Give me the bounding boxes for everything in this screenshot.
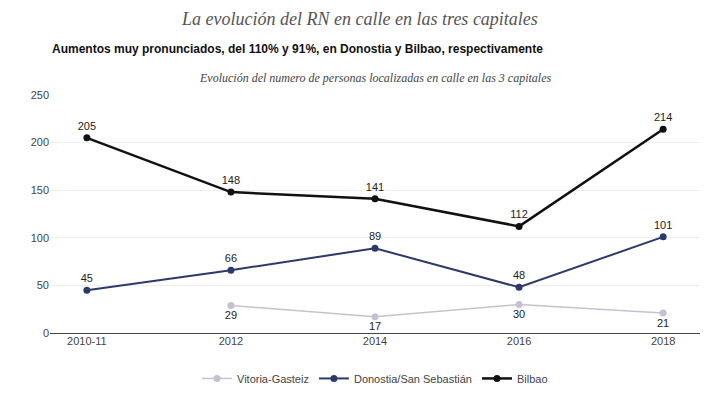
- svg-text:Aumentos muy pronunciados, del: Aumentos muy pronunciados, del 110% y 91…: [52, 42, 543, 56]
- svg-text:Bilbao: Bilbao: [517, 373, 548, 385]
- svg-text:Donostia/San Sebastián: Donostia/San Sebastián: [354, 373, 472, 385]
- svg-text:17: 17: [369, 320, 381, 332]
- svg-text:50: 50: [37, 279, 49, 291]
- svg-text:Vitoria-Gasteiz: Vitoria-Gasteiz: [237, 373, 309, 385]
- svg-text:21: 21: [657, 317, 669, 329]
- svg-text:0: 0: [43, 327, 49, 339]
- svg-text:2014: 2014: [363, 335, 387, 347]
- svg-text:148: 148: [222, 174, 240, 186]
- svg-text:112: 112: [510, 208, 528, 220]
- svg-text:200: 200: [31, 136, 49, 148]
- svg-text:2016: 2016: [507, 335, 531, 347]
- svg-text:101: 101: [654, 219, 672, 231]
- svg-text:66: 66: [225, 252, 237, 264]
- svg-text:205: 205: [78, 120, 96, 132]
- svg-text:100: 100: [31, 232, 49, 244]
- svg-text:La evolución del RN en calle e: La evolución del RN en calle en las tres…: [181, 9, 538, 29]
- svg-text:2012: 2012: [219, 335, 243, 347]
- svg-text:2010-11: 2010-11: [67, 335, 107, 347]
- svg-text:30: 30: [513, 308, 525, 320]
- svg-text:45: 45: [81, 272, 93, 284]
- svg-text:48: 48: [513, 269, 525, 281]
- svg-text:89: 89: [369, 230, 381, 242]
- svg-text:29: 29: [225, 309, 237, 321]
- svg-text:150: 150: [31, 184, 49, 196]
- svg-text:141: 141: [366, 181, 384, 193]
- svg-text:Evolución del numero de person: Evolución del numero de personas localiz…: [199, 71, 551, 85]
- svg-text:250: 250: [31, 89, 49, 101]
- svg-text:214: 214: [654, 111, 672, 123]
- svg-text:2018: 2018: [651, 335, 675, 347]
